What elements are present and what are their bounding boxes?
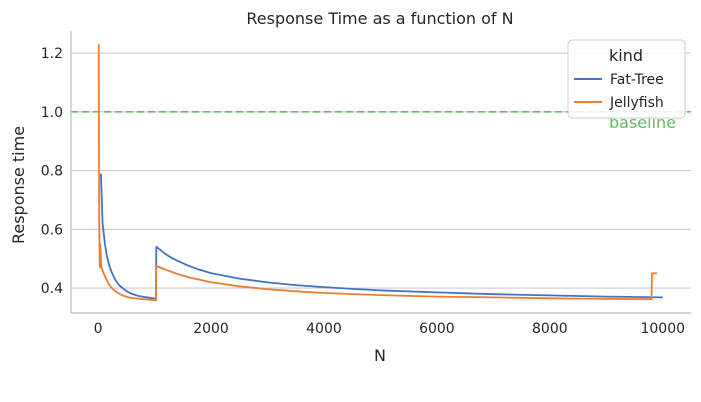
chart-title: Response Time as a function of N [246,9,513,28]
tick-labels: 0 2000 4000 6000 8000 10000 0.4 0.6 0.8 1.0 1.2 [41,46,685,337]
x-tick-label: 0 [94,321,103,337]
x-tick-label: 6000 [419,321,455,337]
legend-title: kind [609,46,643,65]
legend-label-jellyfish: Jellyfish [609,95,664,111]
series-line-jellyfish [97,44,658,302]
legend: kind Fat-Tree Jellyfish [567,39,686,119]
axes [70,31,691,314]
y-axis-label: Response time [9,126,28,244]
y-tick-label: 1.2 [41,46,63,62]
y-tick-label: 0.8 [41,164,63,180]
x-tick-label: 2000 [193,321,229,337]
x-tick-label: 4000 [306,321,342,337]
x-axis-label: N [374,346,386,365]
legend-box [567,39,686,119]
x-tick-label: 8000 [532,321,568,337]
series-lines [97,44,663,302]
y-tick-label: 1.0 [41,105,63,121]
y-tick-label: 0.4 [41,281,63,297]
series-line-fat-tree [100,173,663,300]
y-tick-label: 0.6 [41,222,63,238]
x-tick-label: 10000 [640,321,685,337]
legend-label-fat-tree: Fat-Tree [610,72,664,88]
